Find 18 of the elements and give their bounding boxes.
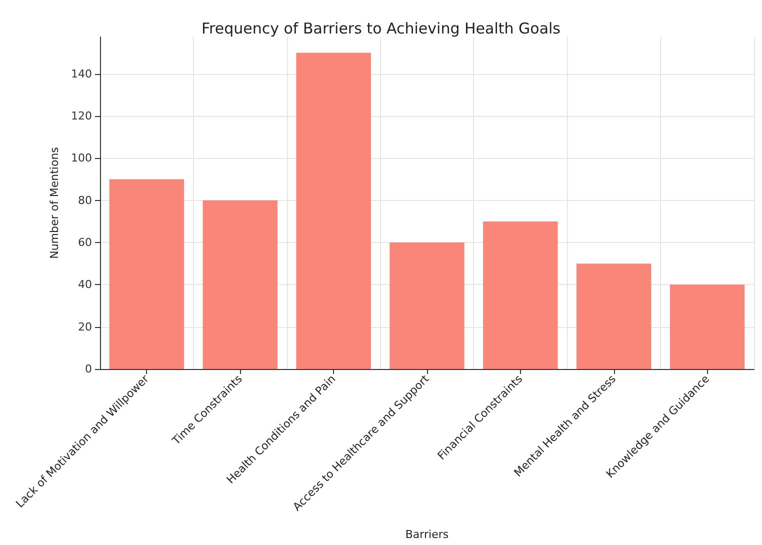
y-tick-label: 140 [71, 67, 92, 80]
bar [390, 242, 464, 369]
y-tick-label: 120 [71, 110, 92, 123]
y-tick-label: 100 [71, 152, 92, 165]
y-axis-title: Number of Mentions [48, 146, 62, 259]
y-tick-label: 80 [78, 194, 92, 207]
chart-title: Frequency of Barriers to Achieving Health Goals [202, 20, 561, 38]
bar [576, 264, 652, 369]
y-tick-label: 0 [85, 362, 92, 376]
bar [670, 284, 745, 369]
y-tick-label: 60 [78, 236, 92, 250]
bar [109, 179, 184, 369]
bar [296, 52, 371, 369]
y-tick-label: 20 [78, 320, 92, 334]
bar [202, 200, 278, 369]
bar [483, 221, 558, 369]
x-axis-title: Barriers [405, 528, 449, 541]
y-tick-label: 40 [78, 278, 92, 292]
